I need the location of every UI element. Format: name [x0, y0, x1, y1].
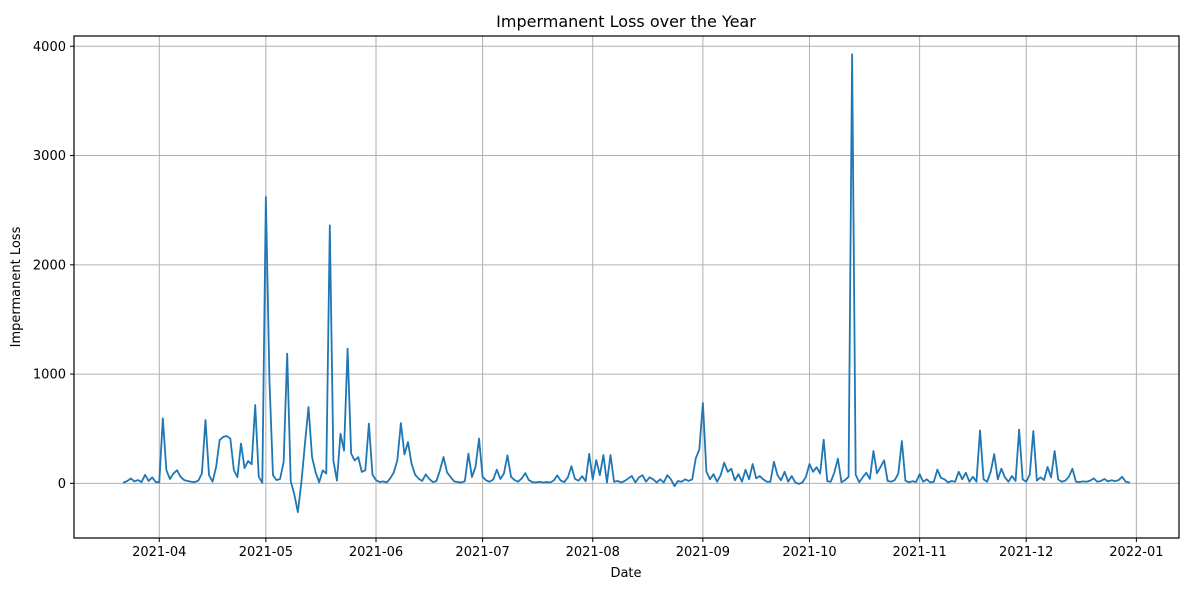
x-tick-label: 2021-04	[132, 545, 186, 560]
y-axis-label: Impermanent Loss	[9, 226, 24, 347]
y-tick-label: 1000	[33, 368, 66, 383]
impermanent-loss-line	[122, 53, 1131, 513]
x-tick-label: 2021-08	[566, 545, 620, 560]
grid-lines	[74, 36, 1179, 538]
x-tick-label: 2021-11	[892, 545, 946, 560]
data-series	[122, 53, 1131, 513]
x-tick-label: 2022-01	[1109, 545, 1163, 560]
x-axis-label: Date	[610, 566, 641, 581]
axes-spines	[73, 35, 1180, 539]
x-tick-label: 2021-06	[349, 545, 403, 560]
x-tick-label: 2021-07	[455, 545, 509, 560]
x-tick-label: 2021-12	[999, 545, 1053, 560]
tick-labels: 2021-04 2021-05 2021-06 2021-07 2021-08 2021-…	[33, 40, 1164, 560]
plot-border	[73, 35, 1180, 539]
x-tick-label: 2021-10	[782, 545, 836, 560]
tick-marks	[70, 45, 1137, 542]
y-tick-label: 2000	[33, 258, 66, 273]
y-tick-label: 3000	[33, 149, 66, 164]
x-tick-label: 2021-09	[676, 545, 730, 560]
chart-title: Impermanent Loss over the Year	[496, 12, 756, 31]
y-tick-label: 0	[58, 477, 66, 492]
y-tick-label: 4000	[33, 40, 66, 55]
x-tick-label: 2021-05	[239, 545, 293, 560]
